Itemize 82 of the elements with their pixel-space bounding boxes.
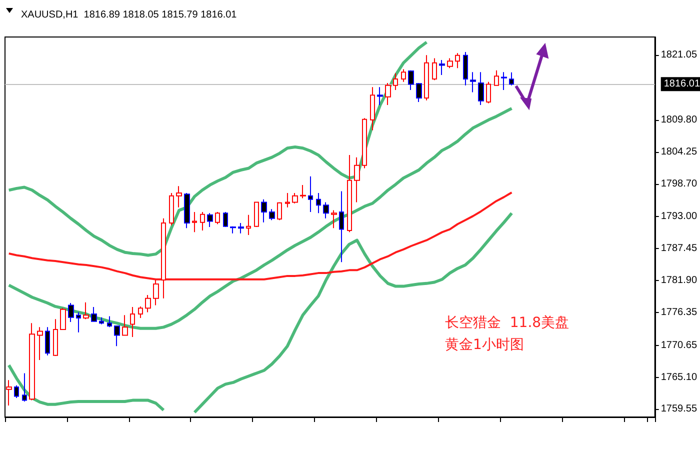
candlestick (269, 208, 275, 221)
candlestick (354, 156, 360, 203)
candlestick (145, 294, 151, 313)
candlestick (447, 58, 453, 69)
ref-line-label: 1816.01 (664, 78, 700, 90)
candlestick (37, 326, 43, 360)
candlestick (130, 306, 135, 338)
candlestick (331, 210, 337, 229)
candlestick (230, 226, 236, 234)
annotation: 黄金1小时图 (445, 337, 524, 353)
candlestick (323, 202, 329, 219)
candlestick (200, 212, 205, 231)
candlestick (385, 82, 391, 106)
candlestick (99, 316, 104, 325)
candlestick (455, 52, 460, 69)
candlestick (215, 212, 220, 225)
candlestick (393, 72, 398, 90)
candlestick (246, 214, 251, 236)
y-tick-label: 1770.65 (660, 340, 698, 351)
candlestick (223, 212, 228, 228)
candlestick (486, 81, 491, 104)
candlestick (22, 372, 27, 402)
candlestick (68, 302, 74, 322)
candlestick (362, 118, 367, 169)
y-tick-label: 1821.05 (660, 50, 698, 61)
candlestick (308, 176, 313, 213)
candlestick (292, 192, 298, 204)
annotation: 长空猎金 11.8美盘 (445, 315, 570, 331)
candlestick (60, 308, 66, 331)
candlestick (370, 86, 375, 131)
y-tick-label: 1776.35 (660, 307, 698, 318)
candlestick (501, 72, 507, 90)
candlestick (439, 60, 445, 76)
y-tick-label: 1787.45 (660, 243, 698, 254)
candlestick (76, 312, 81, 333)
line-series (8, 191, 513, 280)
candlestick (347, 154, 352, 233)
candlestick (377, 86, 383, 106)
candlestick (494, 70, 499, 86)
candlestick (122, 314, 128, 336)
candlestick (161, 218, 166, 299)
candlestick (29, 322, 35, 401)
candlestick (432, 58, 437, 81)
candlestick (192, 212, 197, 233)
candlestick (114, 324, 120, 347)
candlestick (408, 70, 414, 90)
candlestick (83, 302, 89, 320)
y-tick-label: 1793.00 (660, 211, 698, 222)
candlestick (277, 202, 282, 221)
y-tick-label: 1781.90 (660, 275, 698, 286)
candlestick (207, 212, 213, 228)
candlestick (261, 198, 267, 223)
candlestick (238, 222, 244, 234)
candlestick (107, 316, 112, 328)
candlestick (14, 384, 19, 398)
y-tick-label: 1809.80 (660, 114, 698, 126)
y-tick-label: 1804.25 (660, 146, 698, 158)
candlestick (424, 54, 429, 101)
candlestick (254, 202, 259, 228)
y-tick-label: 1798.70 (660, 178, 698, 190)
candlestick (478, 72, 484, 106)
candlestick (45, 326, 50, 356)
y-tick-label: 1765.10 (660, 372, 698, 383)
y-tick-label: 1759.55 (660, 404, 698, 415)
candlestick (401, 68, 406, 82)
candlestick (509, 72, 514, 86)
candlestick (153, 279, 159, 306)
chart-title: XAUUSD,H1 1816.89 1818.05 1815.79 1816.01 (21, 10, 238, 20)
candlestick (169, 192, 174, 226)
candlestick (470, 72, 476, 93)
candlestick (339, 190, 344, 263)
candlestick (91, 306, 97, 322)
candlestick (463, 51, 468, 86)
candlestick (53, 318, 58, 356)
candlestick (285, 192, 290, 208)
candlestick (316, 192, 321, 214)
candlestick (6, 380, 12, 406)
candlestick (176, 186, 182, 208)
candlestick (138, 306, 143, 318)
candlestick (416, 82, 422, 103)
candlestick (300, 184, 306, 199)
candlestick (184, 192, 190, 229)
